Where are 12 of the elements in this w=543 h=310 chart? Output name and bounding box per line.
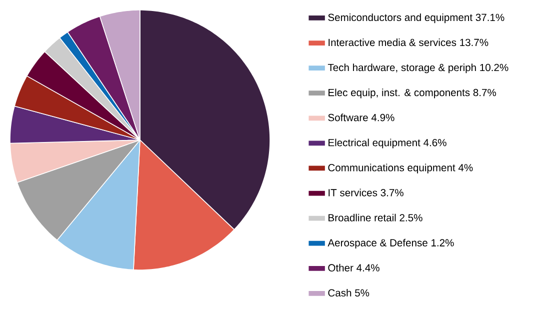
legend-label: Software 4.9% bbox=[328, 114, 394, 122]
legend-label: Other 4.4% bbox=[328, 264, 380, 272]
legend-label: Cash 5% bbox=[328, 288, 370, 296]
legend-label: Communications equipment 4% bbox=[328, 164, 473, 174]
legend-label: Semiconductors and equipment 37.1% bbox=[328, 13, 504, 24]
legend-label: Aerospace & Defense 1.2% bbox=[328, 238, 454, 248]
legend-label: Elec equip, inst. & components 8.7% bbox=[328, 88, 496, 98]
legend-label: Broadline retail 2.5% bbox=[328, 214, 422, 222]
legend-label: IT services 3.7% bbox=[328, 188, 404, 196]
legend-label: Interactive media & services 13.7% bbox=[328, 38, 488, 46]
legend-label: Tech hardware, storage & periph 10.2% bbox=[328, 64, 508, 74]
legend-label: Electrical equipment 4.6% bbox=[328, 138, 446, 148]
